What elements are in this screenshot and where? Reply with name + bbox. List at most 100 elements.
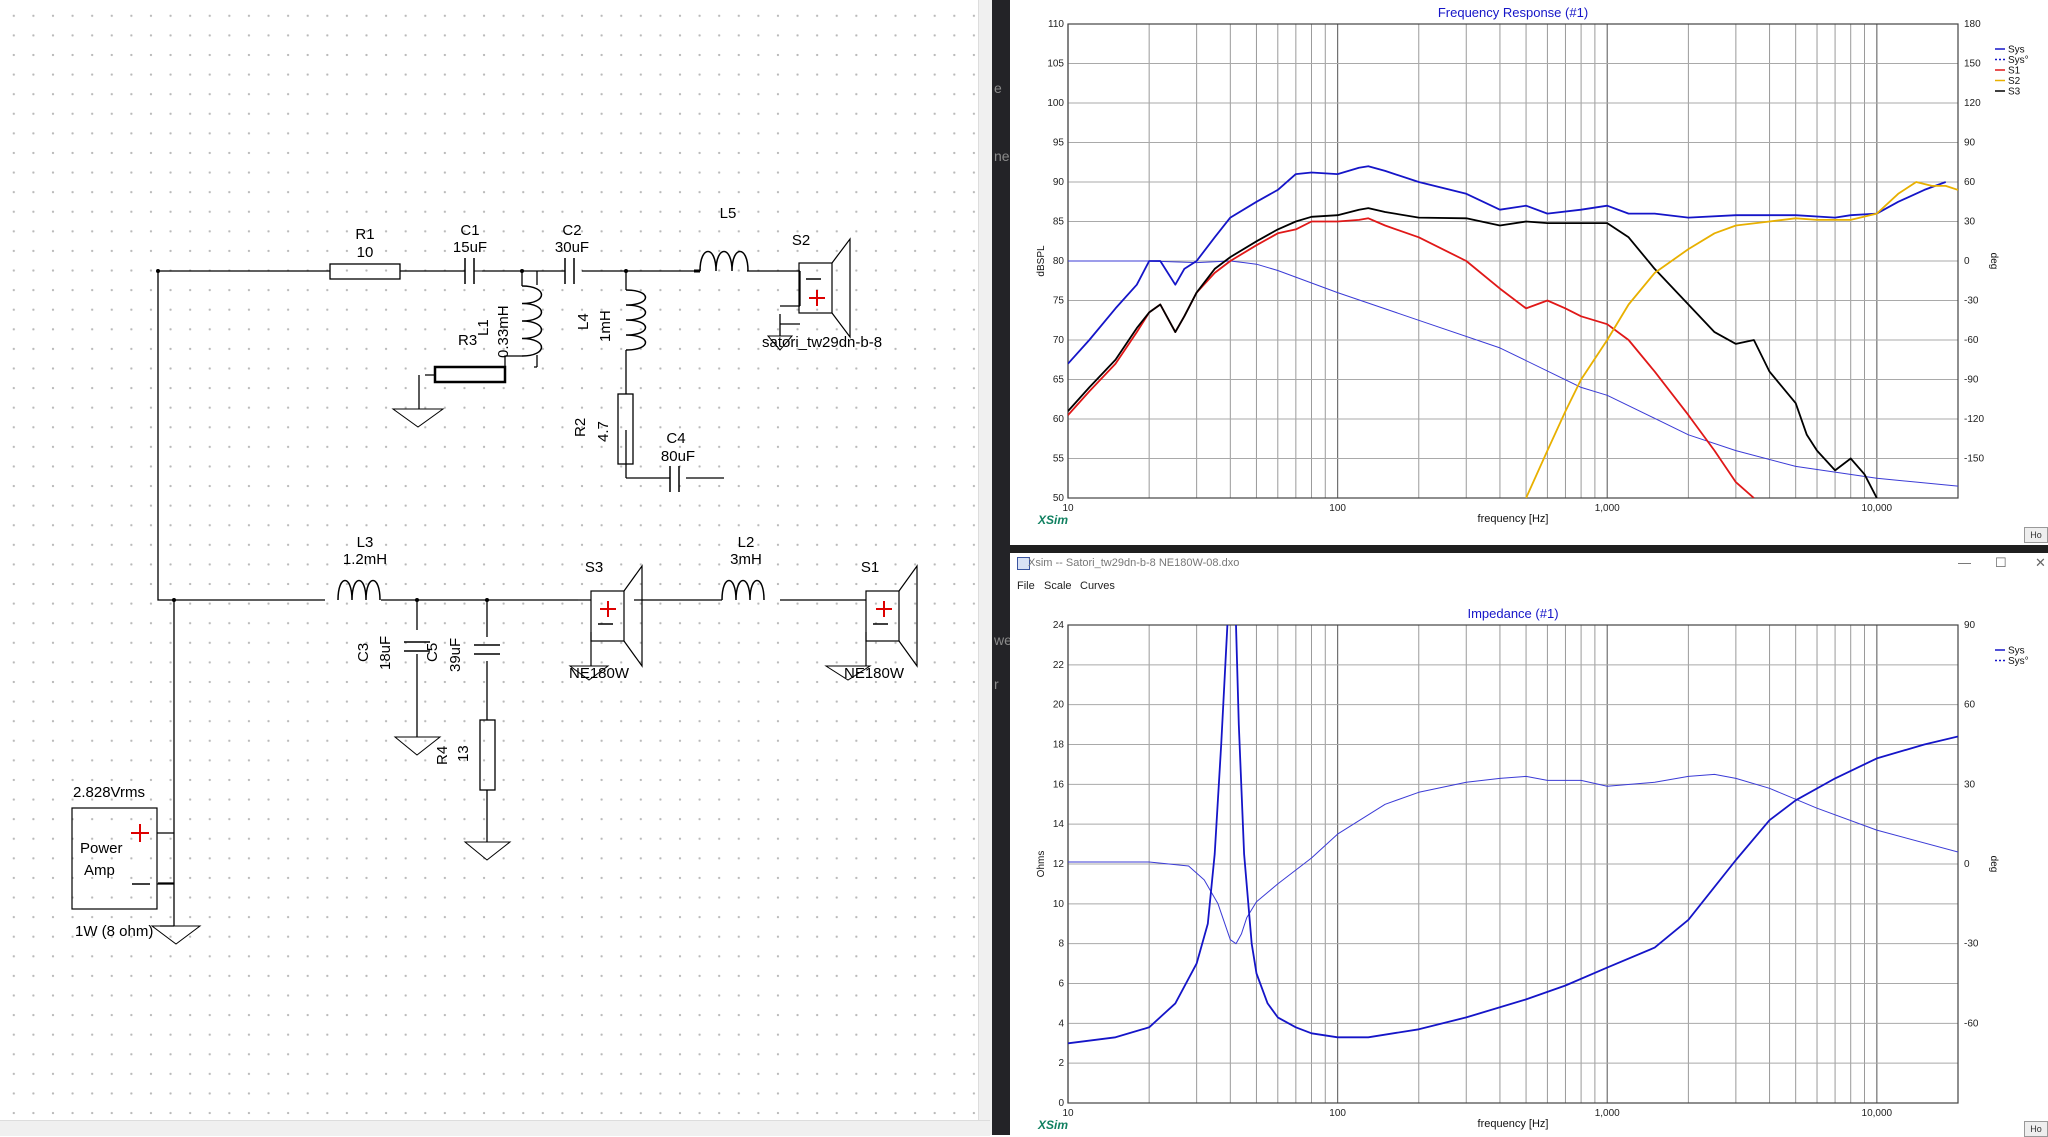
y2-tick-label: 120 [1964, 98, 1981, 109]
l2-name: L2 [738, 534, 755, 551]
amp-ground-icon [150, 925, 202, 945]
resistor-r3 [433, 365, 507, 384]
speaker-s3 [578, 564, 643, 668]
schematic-canvas[interactable]: R1 10 C1 15uF C2 30uF L5 S2 satori_tw29d… [0, 0, 990, 1135]
y-axis-label: Ohms [1036, 851, 1047, 878]
y-tick-label: 65 [1053, 375, 1065, 386]
y2-tick-label: 0 [1964, 256, 1970, 267]
y2-tick-label: -120 [1964, 414, 1984, 425]
l1-value: 0.33mH [495, 305, 512, 358]
inductor-l5 [699, 250, 749, 272]
r2-name: R2 [572, 418, 589, 437]
c4-value: 80uF [661, 448, 695, 465]
c2-name: C2 [562, 222, 581, 239]
s1-model: NE180W [844, 665, 905, 682]
impedance-window [1010, 553, 2048, 1135]
x-tick-label: 100 [1329, 1108, 1346, 1119]
l2-value: 3mH [730, 551, 762, 568]
y-tick-label: 14 [1053, 819, 1065, 830]
plot-frame [1067, 624, 1959, 1104]
menu-scale[interactable]: Scale [1044, 580, 1072, 592]
series-sys-phase-line [1068, 773, 1958, 945]
y-tick-label: 85 [1053, 217, 1065, 228]
s3-plus [600, 601, 616, 617]
y2-axis-label: deg [1988, 253, 1999, 270]
y-tick-label: 75 [1053, 296, 1065, 307]
y2-tick-label: -30 [1964, 296, 1979, 307]
wire-s2 [779, 271, 801, 336]
l3-name: L3 [357, 534, 374, 551]
minimize-button[interactable]: — [1958, 555, 1971, 570]
y-tick-label: 8 [1058, 939, 1064, 950]
s3-ground-icon [568, 665, 610, 681]
legend-label: Sys [2008, 646, 2025, 657]
y-axis-label: dBSPL [1036, 245, 1047, 277]
y-tick-label: 4 [1058, 1018, 1064, 1029]
y2-tick-label: 90 [1964, 138, 1976, 149]
menu-curves[interactable]: Curves [1080, 580, 1115, 592]
y-tick-label: 60 [1053, 414, 1065, 425]
y-tick-label: 70 [1053, 335, 1065, 346]
x-tick-label: 10 [1062, 1108, 1074, 1119]
s1-plus [876, 601, 892, 617]
inductor-l1 [521, 285, 543, 357]
y2-tick-label: -60 [1964, 1018, 1979, 1029]
y2-axis-label: deg [1988, 856, 1999, 873]
y-tick-label: 2 [1058, 1058, 1064, 1069]
y2-tick-label: -30 [1964, 939, 1979, 950]
y-tick-label: 50 [1053, 493, 1065, 504]
y-tick-label: 55 [1053, 454, 1065, 465]
series-group [1068, 625, 1958, 1045]
series-sys-line [1068, 165, 1947, 365]
power-amp-box [71, 807, 158, 910]
capacitor-c4 [669, 466, 680, 492]
y2-tick-label: -90 [1964, 375, 1979, 386]
chart-title: Impedance (#1) [1467, 606, 1558, 621]
r1-value: 10 [357, 244, 374, 261]
x-tick-label: 10 [1062, 503, 1074, 514]
y-tick-label: 105 [1047, 59, 1064, 70]
y2-tick-label: 90 [1964, 620, 1976, 631]
series-s2-line [1525, 181, 1958, 498]
s2-ground-icon [766, 335, 794, 351]
l4-name: L4 [575, 313, 592, 330]
r4-name: R4 [434, 746, 451, 765]
s2-plus [809, 290, 825, 306]
y2-tick-label: 150 [1964, 59, 1981, 70]
close-button[interactable]: ✕ [2035, 555, 2046, 570]
series-sys-phase-line [1068, 260, 1958, 487]
y-tick-label: 12 [1053, 859, 1065, 870]
y-tick-label: 24 [1053, 620, 1065, 631]
clipped-text: we [994, 632, 1012, 648]
s1-name: S1 [861, 559, 879, 576]
inductor-l3 [337, 579, 381, 601]
capacitor-c2 [564, 258, 575, 284]
clipped-text: e [994, 80, 1002, 96]
x-tick-label: 100 [1329, 503, 1346, 514]
s2-name: S2 [792, 232, 810, 249]
menu-file[interactable]: File [1017, 580, 1035, 592]
y-tick-label: 20 [1053, 700, 1065, 711]
schematic-svg: R1 10 C1 15uF C2 30uF L5 S2 satori_tw29d… [71, 205, 918, 945]
y2-tick-label: -150 [1964, 454, 1984, 465]
background-window-strip [992, 0, 1010, 1135]
series-s3-line [1068, 207, 1878, 498]
resistor-r4 [479, 719, 496, 791]
r4-value: 13 [455, 745, 472, 762]
legend-label: S3 [2008, 87, 2021, 98]
c3-value: 18uF [377, 636, 394, 670]
c5-name: C5 [424, 643, 441, 662]
c1-name: C1 [460, 222, 479, 239]
r1-name: R1 [355, 226, 374, 243]
window-title: Xsim -- Satori_tw29dn-b-8 NE180W-08.dxo [1028, 557, 1240, 569]
y2-tick-label: 180 [1964, 19, 1981, 30]
maximize-button[interactable]: ☐ [1995, 555, 2007, 570]
schematic-horizontal-scrollbar[interactable] [0, 1120, 990, 1136]
schematic-vertical-scrollbar[interactable] [978, 0, 993, 1135]
s2-model: satori_tw29dn-b-8 [762, 334, 882, 351]
y2-tick-label: 30 [1964, 217, 1976, 228]
amp-power: 1W (8 ohm) [75, 923, 153, 940]
